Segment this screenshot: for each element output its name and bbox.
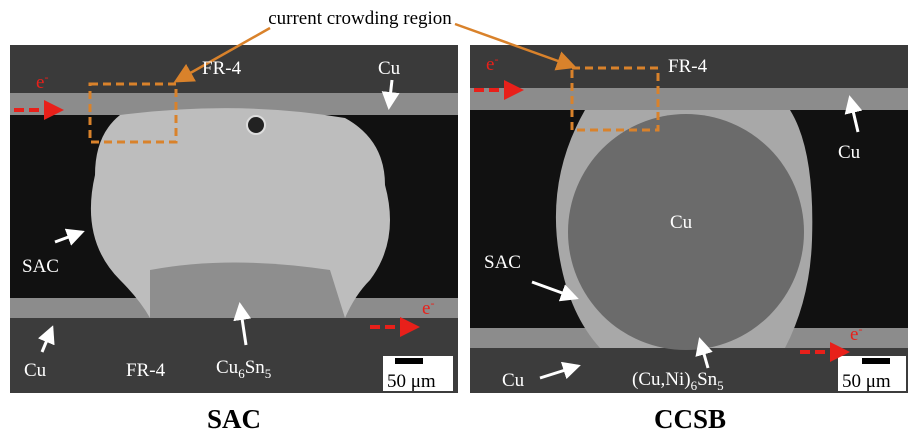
label: Cu (670, 212, 693, 233)
page: current crowding region FR-4 Cu e- e- SA… (0, 0, 911, 437)
label-part: Cu (216, 357, 239, 378)
label-part: - (494, 52, 498, 66)
label: FR-4 (126, 360, 166, 381)
label-part: Sn (245, 357, 266, 378)
label: Cu (378, 58, 401, 79)
label-part: - (430, 296, 434, 310)
caption: SAC (207, 404, 261, 434)
label-part: (Cu,Ni) (632, 369, 691, 390)
label-part: e (850, 324, 858, 345)
label-part: - (44, 70, 48, 84)
label-part: Sn (697, 369, 718, 390)
scale-label: 50 μm (387, 371, 436, 392)
label-part: e (486, 54, 494, 75)
label: FR-4 (668, 56, 708, 77)
annotation: current crowding region (268, 8, 452, 29)
label: Cu (502, 370, 525, 391)
figure: current crowding region FR-4 Cu e- e- SA… (0, 0, 911, 437)
label: (Cu,Ni)6Sn5 (632, 369, 724, 393)
label: Cu (838, 142, 861, 163)
label: Cu (24, 360, 47, 381)
label-part: e (422, 298, 430, 319)
caption: CCSB (654, 404, 726, 434)
label-part: e (36, 72, 44, 93)
label: SAC (22, 256, 59, 277)
label: SAC (484, 252, 521, 273)
scale-label: 50 μm (842, 371, 891, 392)
label-part: - (858, 322, 862, 336)
label-part: 5 (717, 378, 724, 393)
label: FR-4 (202, 58, 242, 79)
label-part: 5 (265, 366, 272, 381)
